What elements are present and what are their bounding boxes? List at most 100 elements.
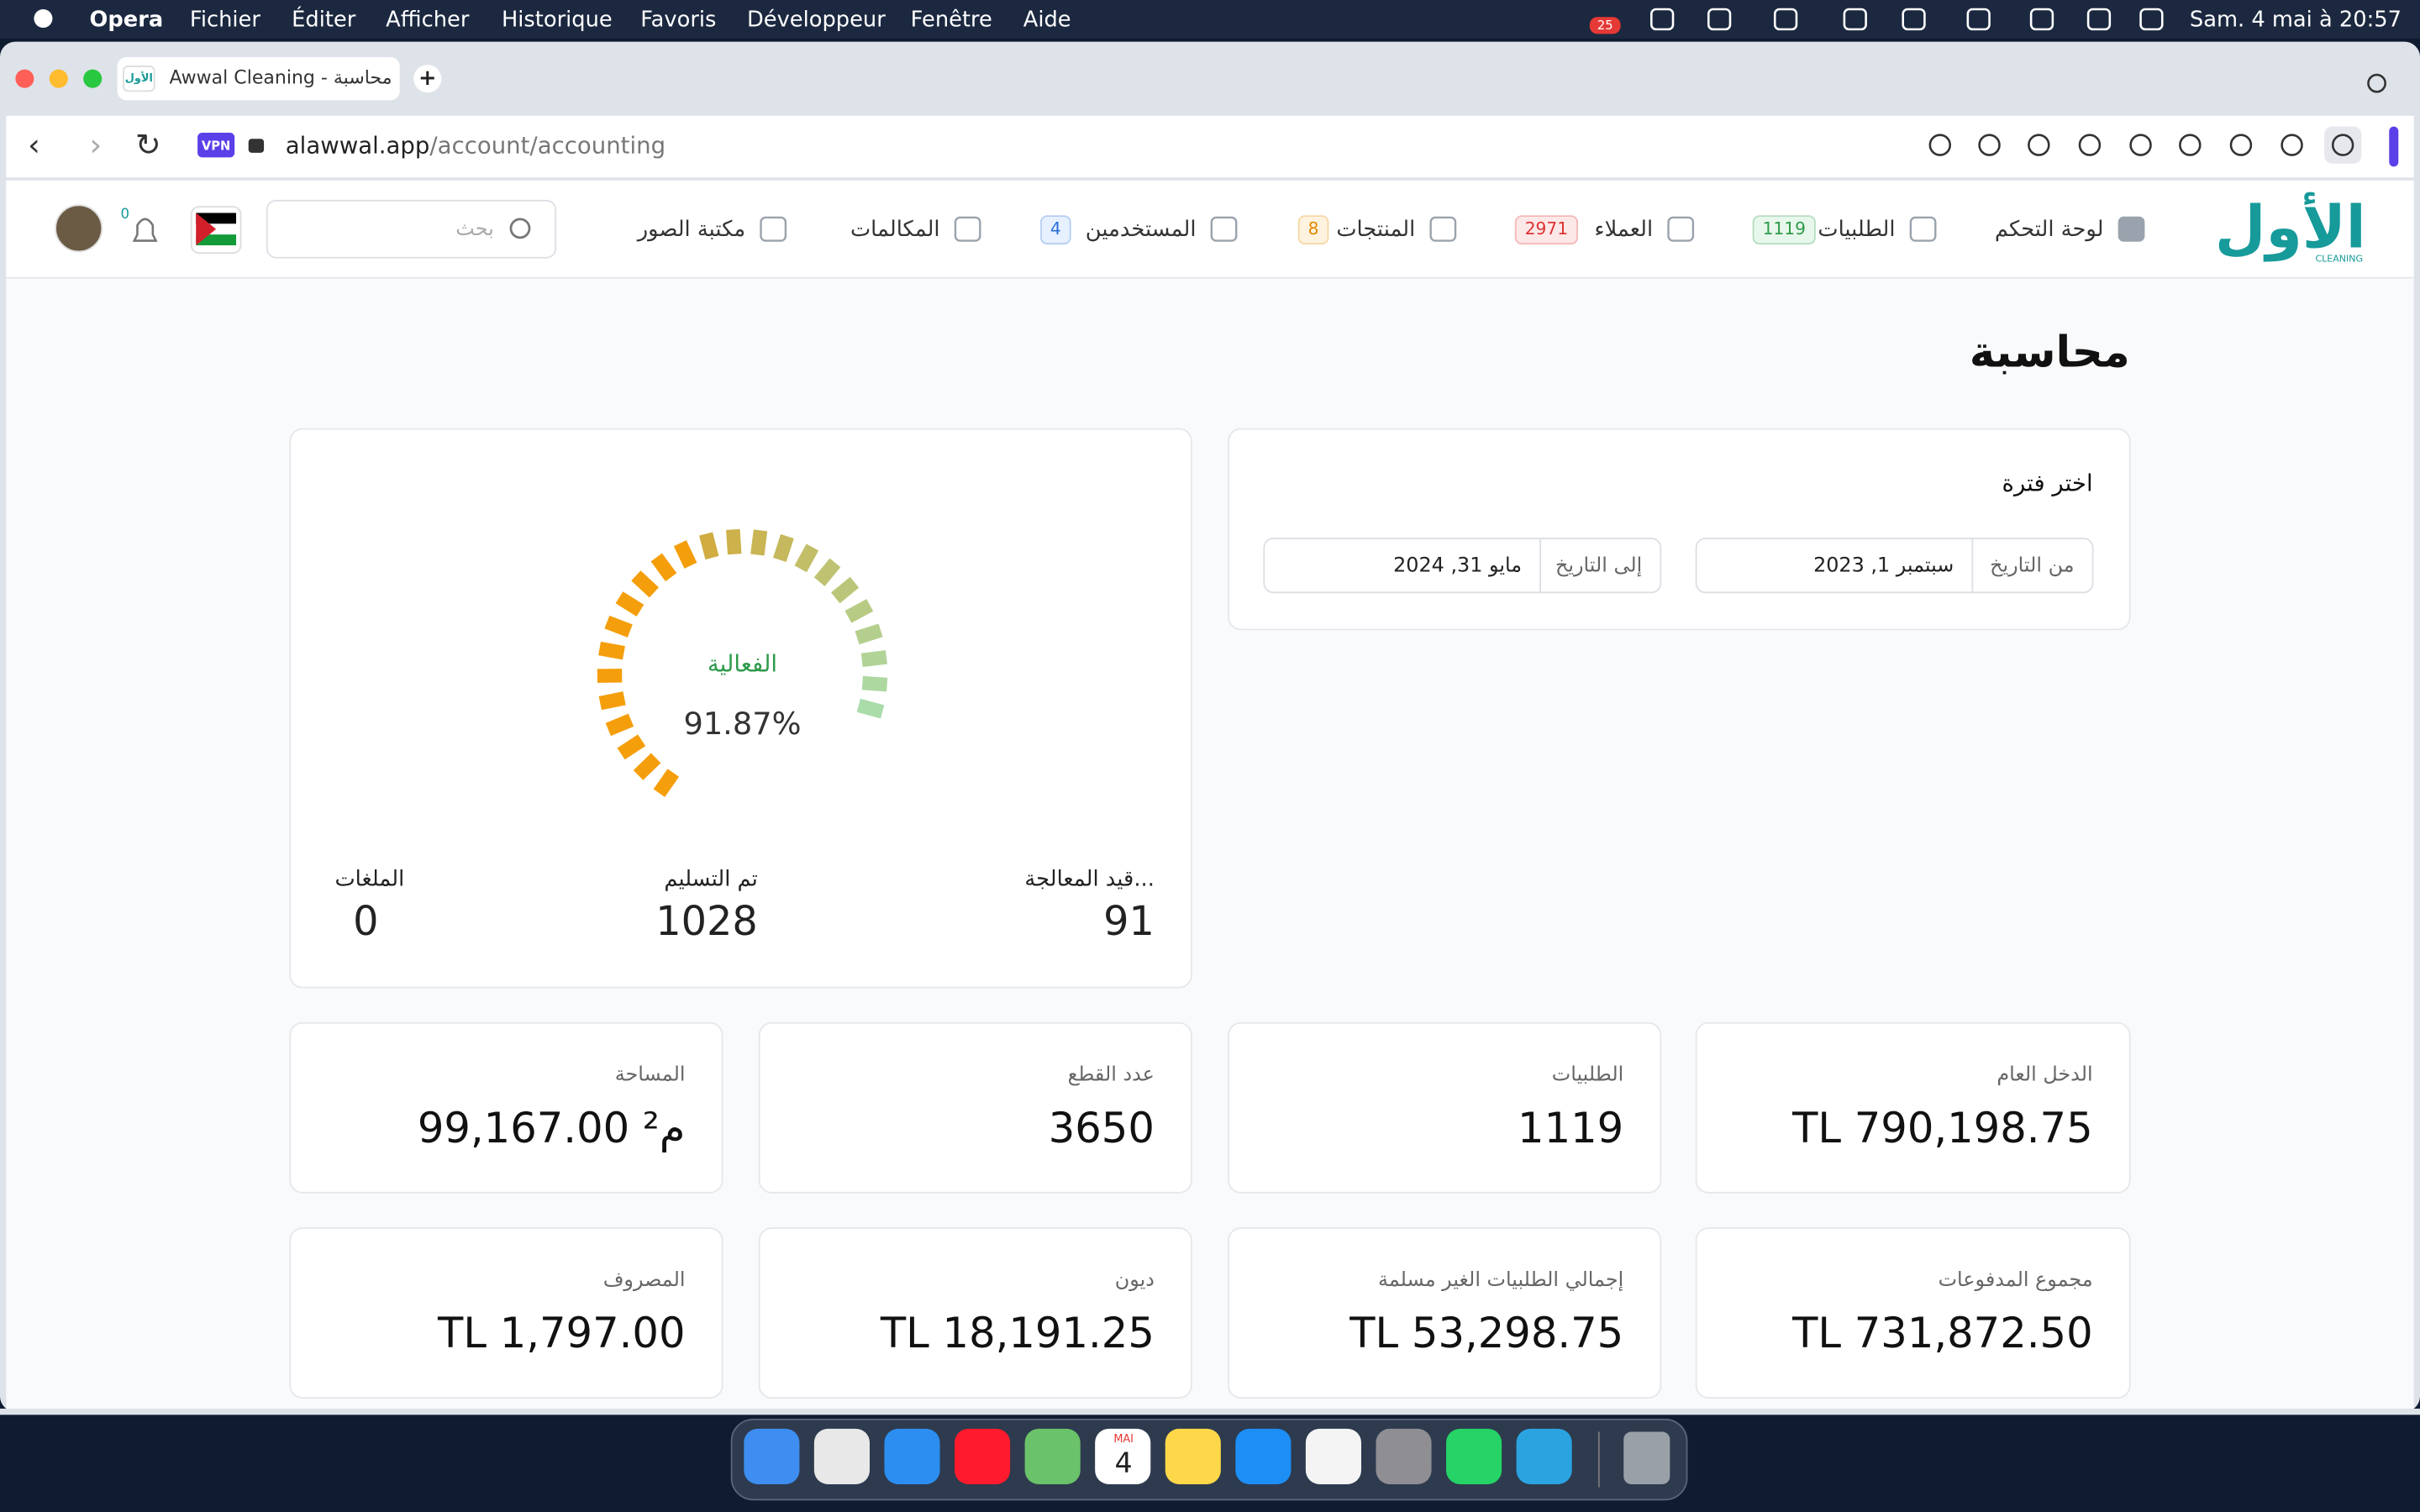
search-box[interactable] bbox=[266, 199, 557, 259]
dock-app[interactable] bbox=[1376, 1428, 1432, 1484]
status-icon bbox=[1650, 8, 1675, 31]
toolbar-icon[interactable] bbox=[2229, 134, 2253, 156]
gauge-segment bbox=[856, 698, 885, 719]
card-label: إجمالي الطلبيات الغير مسلمة bbox=[1378, 1268, 1623, 1292]
toolbar-icon[interactable] bbox=[2078, 134, 2102, 156]
nav-icon[interactable] bbox=[1909, 216, 1937, 242]
card-value: 3650 bbox=[1049, 1104, 1155, 1152]
gauge-segment bbox=[794, 543, 819, 573]
dock-app[interactable] bbox=[813, 1428, 870, 1484]
new-tab-icon: + bbox=[418, 66, 437, 91]
gauge-segment bbox=[598, 641, 625, 660]
stat-card bbox=[1695, 1021, 2131, 1194]
menu-item: Favoris bbox=[640, 7, 716, 32]
gauge-segment bbox=[726, 528, 742, 555]
card-value: 1119 bbox=[1518, 1104, 1623, 1152]
nav-button[interactable]: › bbox=[90, 127, 103, 163]
tab[interactable] bbox=[117, 56, 400, 101]
profile-button[interactable] bbox=[2324, 126, 2362, 164]
dock-app[interactable] bbox=[1516, 1428, 1572, 1484]
bell-icon[interactable] bbox=[132, 218, 158, 242]
window-bottom bbox=[0, 1408, 2420, 1415]
status-icon bbox=[1966, 8, 1991, 31]
nav-icon[interactable] bbox=[1429, 216, 1457, 242]
calendar-month: MAI bbox=[1113, 1433, 1134, 1446]
menu-item: Fenêtre bbox=[911, 7, 992, 32]
url[interactable]: alawwal.app/account/accounting bbox=[286, 132, 666, 159]
status-icon bbox=[2139, 8, 2164, 31]
dock-app[interactable] bbox=[1024, 1428, 1081, 1484]
toolbar-icon[interactable] bbox=[2129, 134, 2152, 156]
menu-item: Aide bbox=[1023, 7, 1071, 32]
search-tabs-icon[interactable] bbox=[2367, 73, 2386, 93]
dock-app[interactable] bbox=[1305, 1428, 1361, 1484]
gauge-segment bbox=[772, 533, 794, 562]
toolbar-icon[interactable] bbox=[1928, 134, 1952, 156]
nav-icon[interactable] bbox=[1667, 216, 1695, 242]
date-input[interactable] bbox=[1263, 538, 1662, 594]
zoom-button[interactable] bbox=[83, 69, 103, 88]
toolbar-icon[interactable] bbox=[2281, 134, 2303, 156]
gauge-segment bbox=[615, 591, 644, 617]
nav-button[interactable]: ‹ bbox=[28, 127, 40, 163]
dock-app[interactable] bbox=[1446, 1428, 1502, 1484]
nav-item: المكالمات bbox=[850, 217, 940, 242]
status-badge bbox=[1589, 17, 1621, 34]
apple-logo bbox=[34, 9, 53, 29]
toolbar-icon[interactable] bbox=[2331, 134, 2354, 156]
nav-button[interactable]: ↻ bbox=[135, 127, 161, 163]
lock-icon bbox=[248, 139, 265, 153]
tab-title: Awwal Cleaning - محاسبة bbox=[169, 68, 392, 89]
nav-icon[interactable] bbox=[954, 216, 981, 242]
minimize-button[interactable] bbox=[49, 69, 68, 88]
stat-label: الملغات bbox=[334, 866, 404, 891]
stat-value: 0 bbox=[353, 899, 378, 945]
avatar[interactable] bbox=[55, 204, 103, 253]
sidebar-indicator bbox=[2389, 126, 2399, 167]
toolbar-icon[interactable] bbox=[2179, 134, 2202, 156]
gauge-segment bbox=[844, 599, 874, 623]
new-tab[interactable] bbox=[413, 65, 442, 93]
dock-app[interactable] bbox=[955, 1428, 1011, 1484]
gauge-label: الفعالية bbox=[708, 651, 777, 678]
dock-trash[interactable] bbox=[1623, 1431, 1670, 1484]
dock-app[interactable] bbox=[744, 1428, 800, 1484]
date-input[interactable] bbox=[1695, 538, 2094, 594]
status-icon bbox=[2029, 8, 2054, 31]
status-icon bbox=[1843, 8, 1867, 31]
card-label: الدخل العام bbox=[1996, 1063, 2092, 1086]
toolbar-icon[interactable] bbox=[2028, 134, 2050, 156]
dock-app[interactable] bbox=[1235, 1428, 1292, 1484]
tab-favicon-text: الأول bbox=[125, 71, 153, 85]
nav-icon[interactable] bbox=[760, 216, 787, 242]
dock-app[interactable] bbox=[1165, 1428, 1221, 1484]
stat-label: قيد المعالجة... bbox=[1024, 866, 1155, 891]
nav-badge-count: 4 bbox=[1050, 218, 1061, 239]
toolbar-icon[interactable] bbox=[1978, 134, 2001, 156]
gauge-segment bbox=[699, 532, 719, 560]
date-label: إلى التاريخ bbox=[1555, 554, 1642, 578]
date-label: من التاريخ bbox=[1990, 554, 2074, 577]
menu-item: Fichier bbox=[190, 7, 260, 32]
nav-icon[interactable] bbox=[1210, 216, 1238, 242]
gauge-segment bbox=[673, 540, 697, 569]
stat-card bbox=[289, 1021, 723, 1194]
gauge-card bbox=[289, 428, 1192, 989]
gauge-segment bbox=[604, 615, 633, 638]
vpn-label: VPN bbox=[202, 139, 230, 153]
url-domain: alawwal.app bbox=[286, 132, 430, 159]
gauge-value: 91.87% bbox=[683, 706, 801, 742]
app-menu: Opera bbox=[90, 7, 164, 32]
card-label: عدد القطع bbox=[1068, 1063, 1155, 1086]
card-label: المصروف bbox=[603, 1268, 686, 1291]
dock-app[interactable] bbox=[884, 1428, 940, 1484]
period-title: اختر فترة bbox=[2002, 470, 2093, 497]
gauge-segment bbox=[831, 576, 860, 604]
vpn-badge[interactable] bbox=[197, 132, 235, 158]
close-button[interactable] bbox=[15, 69, 34, 88]
stat-card bbox=[758, 1021, 1192, 1194]
dock-app[interactable] bbox=[1095, 1428, 1151, 1484]
card-value: TL 790,198.75 bbox=[1791, 1104, 2093, 1152]
nav-icon[interactable] bbox=[2118, 216, 2145, 242]
